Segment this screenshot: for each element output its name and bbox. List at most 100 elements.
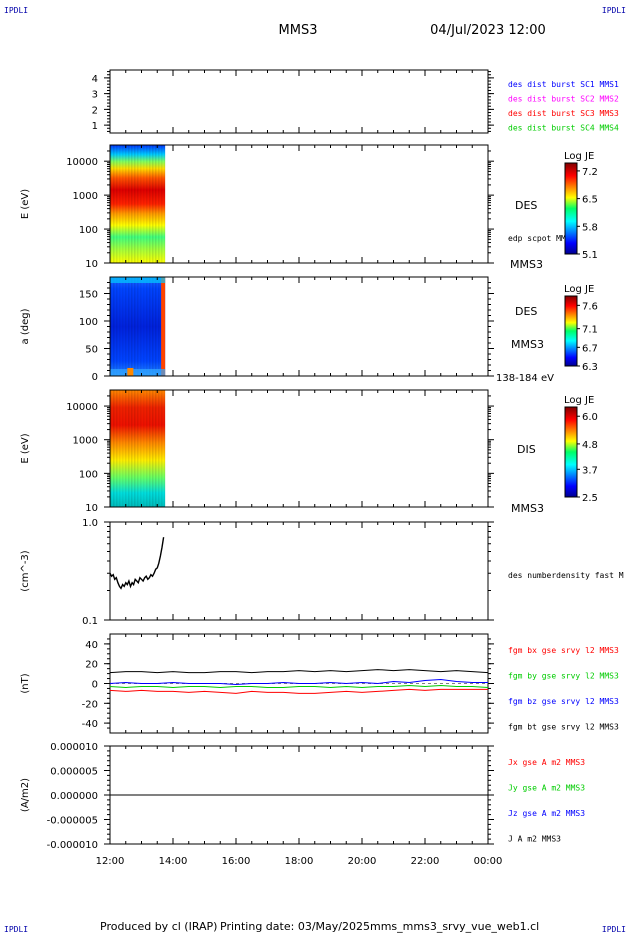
spectrogram-stripe (149, 145, 151, 263)
y-tick-label: 150 (79, 290, 98, 301)
spectrogram-stripe (116, 390, 118, 507)
y-tick-label: 0.1 (82, 616, 98, 627)
y-axis-label: E (eV) (20, 189, 31, 219)
x-tick-label: 14:00 (159, 856, 188, 867)
y-tick-label: 0.000000 (50, 791, 98, 802)
spectrogram-stripe (152, 390, 154, 507)
panel-label-scpot: edp scpot MMS3 (508, 234, 576, 243)
legend-entry: Jx gse A m2 MMS3 (508, 758, 585, 767)
y-tick-label: 10000 (66, 157, 98, 168)
y-tick-label: 1 (92, 121, 98, 132)
plot-datetime: 04/Jul/2023 12:00 (430, 23, 546, 38)
y-tick-label: 4 (92, 74, 98, 85)
y-tick-label: 100 (79, 225, 98, 236)
spectrogram-stripe (155, 145, 157, 263)
spectrogram-stripe (131, 390, 133, 507)
spectrogram-stripe (125, 145, 127, 263)
spectrogram-stripe (113, 277, 115, 376)
spectrogram-stripe (134, 390, 136, 507)
colorbar-title: Log JE (564, 395, 594, 406)
x-tick-label: 16:00 (222, 856, 251, 867)
spectrogram-stripe (158, 145, 160, 263)
legend-entry: des dist burst SC3 MMS3 (508, 109, 619, 118)
y-tick-label: 3 (92, 90, 98, 101)
y-tick-label: 1000 (73, 436, 98, 447)
legend-entry: Jz gse A m2 MMS3 (508, 809, 585, 818)
spectrogram-stripe (119, 390, 121, 507)
colorbar-tick-label: 7.1 (582, 325, 598, 336)
legend-entry: des dist burst SC1 MMS1 (508, 80, 619, 89)
panel-frame-2 (109, 276, 489, 377)
colorbar (564, 406, 578, 498)
x-tick-label: 20:00 (348, 856, 377, 867)
panel-label-dis: DIS (517, 443, 536, 456)
colorbar-tick-label: 7.2 (582, 167, 598, 178)
spectrogram-stripe (137, 145, 139, 263)
y-axis-label: a (deg) (20, 308, 31, 344)
legend-entry: fgm bz gse srvy l2 MMS3 (508, 697, 619, 706)
spectrogram-stripe (116, 277, 118, 376)
spectrogram-stripe (128, 145, 130, 263)
y-tick-label: -40 (82, 719, 98, 730)
x-tick-label: 12:00 (96, 856, 125, 867)
panel-label-des: DES (515, 199, 537, 212)
spectrogram-stripe (110, 390, 112, 507)
colorbar-tick-label: 6.5 (582, 195, 598, 206)
colorbar-tick-label: 5.1 (582, 250, 598, 261)
spectrogram-stripe (122, 145, 124, 263)
spectrogram-stripe (146, 277, 148, 376)
spectrogram-stripe (122, 277, 124, 376)
spectrogram-fill (110, 145, 166, 263)
field-series-line (109, 688, 488, 694)
spectrogram-stripe (110, 277, 112, 376)
colorbar-tick-label: 4.8 (582, 440, 598, 451)
y-axis-label: (cm^-3) (20, 550, 31, 591)
spectrogram-fill (110, 390, 166, 507)
field-series-line (109, 678, 488, 686)
field-series-line (109, 669, 489, 674)
spectrogram-stripe (125, 390, 127, 507)
y-tick-label: 1.0 (82, 518, 98, 529)
spectrogram-stripe (128, 390, 130, 507)
y-tick-label: 2 (92, 105, 98, 116)
colorbar-tick-label: 6.0 (582, 412, 598, 423)
footer-filename: mms_mms3_srvy_vue_web1.cl (370, 920, 539, 933)
spectrogram-stripe (116, 145, 118, 263)
panel-label-energy-range: 138-184 eV (496, 373, 554, 384)
spectrogram-stripe (155, 390, 157, 507)
y-tick-label: 40 (85, 640, 98, 651)
y-tick-label: 10 (85, 503, 98, 514)
spectrogram-stripe (152, 145, 154, 263)
y-axis-label: (A/m2) (20, 778, 31, 812)
spectrogram-stripe (140, 145, 142, 263)
spectrogram-stripe (134, 277, 136, 376)
density-series-line (109, 537, 165, 590)
legend-entry: des dist burst SC2 MMS2 (508, 95, 619, 104)
colorbar-tick-label: 7.6 (582, 301, 598, 312)
spectrogram-stripe (140, 277, 142, 376)
colorbar-title: Log JE (564, 284, 594, 295)
spectrogram-stripe (113, 390, 115, 507)
panel-label-spacecraft: MMS3 (510, 258, 543, 271)
spectrogram-edge (161, 277, 166, 376)
colorbar-tick-label: 6.3 (582, 362, 598, 373)
pitch-hot-spot (127, 368, 134, 376)
spectrogram-stripe (113, 145, 115, 263)
y-tick-label: 10 (85, 259, 98, 270)
spectrogram-stripe (143, 390, 145, 507)
colorbar-tick-label: 2.5 (582, 493, 598, 504)
panel-frame-1 (109, 144, 489, 264)
panel-frame-3 (109, 389, 489, 508)
pitch-band-top (110, 277, 166, 283)
y-tick-label: 20 (85, 660, 98, 671)
spectrogram-stripe (137, 277, 139, 376)
y-tick-label: 0.000005 (50, 767, 98, 778)
y-tick-label: 0 (92, 372, 98, 383)
panel-frame-0 (109, 69, 489, 134)
y-tick-label: 100 (79, 317, 98, 328)
colorbar-tick-label: 3.7 (582, 465, 598, 476)
x-tick-label: 18:00 (285, 856, 314, 867)
corner-label-bottom-right: IPDLI (602, 925, 626, 934)
spectrogram-stripe (149, 277, 151, 376)
